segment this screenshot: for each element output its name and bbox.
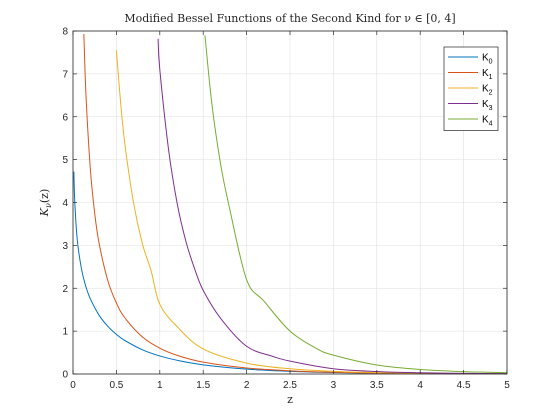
x-tick-label: 2 xyxy=(244,380,250,391)
y-tick-label: 2 xyxy=(62,284,68,295)
legend: K0 K1 K2 K3 K4 xyxy=(443,46,499,131)
y-tick-label: 1 xyxy=(62,327,68,338)
x-axis-label: z xyxy=(287,393,293,406)
legend-entry-label: K1 xyxy=(482,68,493,81)
y-tick-label: 5 xyxy=(62,155,68,166)
x-tick-label: 4.5 xyxy=(457,380,471,391)
x-tick-label: 4 xyxy=(417,380,423,391)
x-tick-label: 3.5 xyxy=(370,380,384,391)
y-tick-label: 8 xyxy=(62,27,68,38)
x-tick-label: 3 xyxy=(331,380,337,391)
legend-entry-label: K2 xyxy=(482,84,493,97)
y-tick-label: 6 xyxy=(62,112,68,123)
y-tick-label: 3 xyxy=(62,241,68,252)
legend-box xyxy=(443,46,499,131)
x-tick-label: 1 xyxy=(157,380,163,391)
series-line-k3 xyxy=(157,38,507,374)
x-tick-label: 5 xyxy=(504,380,510,391)
legend-entry-label: K3 xyxy=(482,99,493,112)
series-line-k2 xyxy=(115,50,507,374)
x-tick-label: 1.5 xyxy=(196,380,210,391)
series-lines xyxy=(73,33,507,374)
y-tick-label: 7 xyxy=(62,69,68,80)
x-tick-label: 0.5 xyxy=(109,380,123,391)
x-tick-label: 0 xyxy=(70,380,76,391)
chart-title: Modified Bessel Functions of the Second … xyxy=(124,12,455,25)
legend-entry-label: K4 xyxy=(482,115,493,128)
y-tick-label: 0 xyxy=(62,370,68,381)
series-line-k4 xyxy=(204,35,507,374)
y-axis-label: Kν(z) xyxy=(38,189,53,217)
x-tick-label: 2.5 xyxy=(283,380,297,391)
y-tick-label: 4 xyxy=(62,198,68,209)
axis-ticks: 0 0.5 1 1.5 2 2.5 3 3.5 4 4.5 5 0 1 2 3 4 5 6 7 8 xyxy=(62,27,510,392)
legend-entry-label: K0 xyxy=(482,53,493,66)
